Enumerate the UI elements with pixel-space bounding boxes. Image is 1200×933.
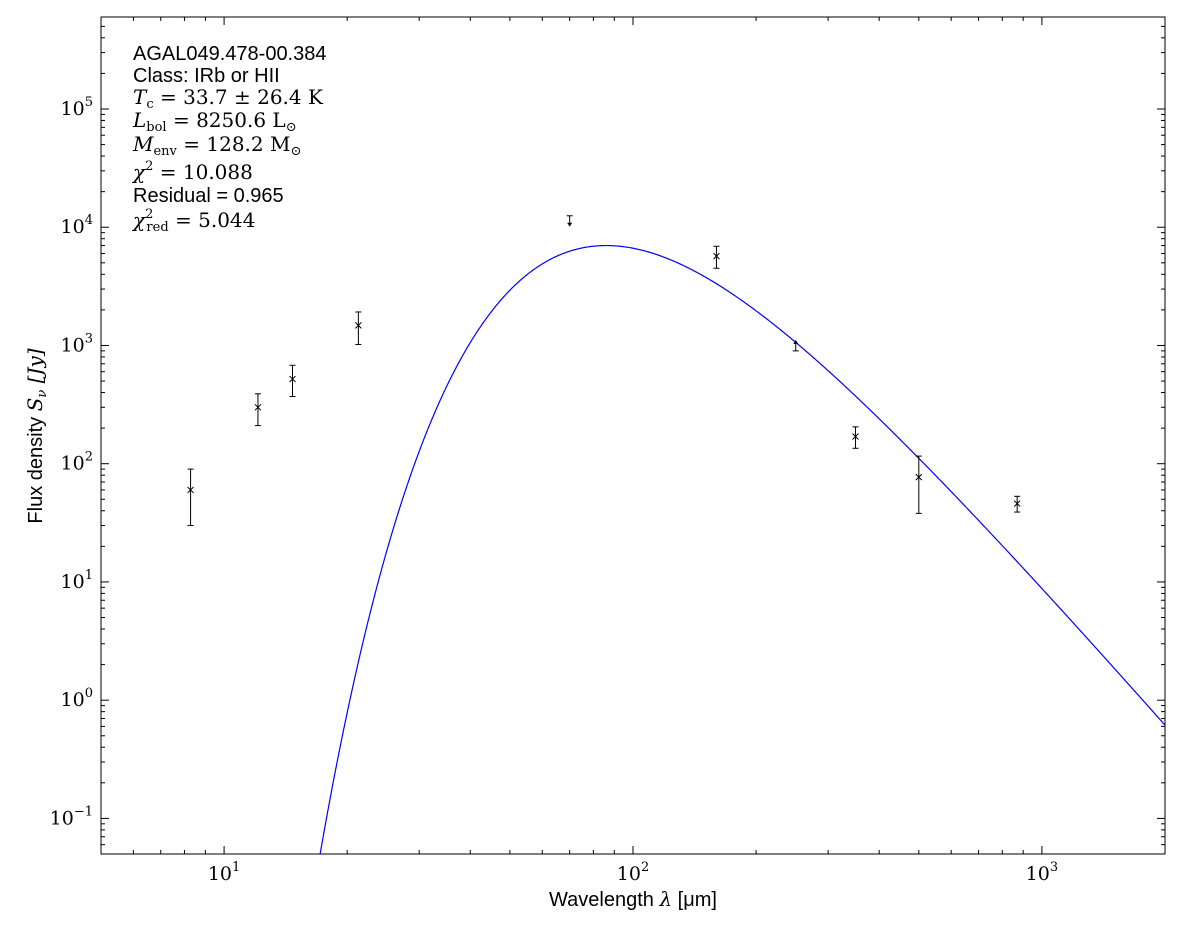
menv-unit-sub: ⊙ [290, 144, 301, 159]
chi2-value: = 10.088 [153, 160, 252, 184]
data-point [915, 455, 923, 514]
data-points [187, 215, 1021, 527]
chi2red-sub: red [146, 220, 168, 235]
annotation-block: AGAL049.478-00.384 Class: IRb or HII Tc … [131, 43, 327, 235]
data-point [355, 311, 362, 345]
y-tick-label: 103 [61, 331, 93, 356]
menv-line: Menv = 128.2 M⊙ [132, 132, 301, 159]
data-point [566, 215, 573, 227]
x-axis-label-symbol: λ [658, 887, 672, 911]
chi2red-sup: 2 [145, 207, 153, 222]
residual-line: Residual = 0.965 [133, 185, 284, 207]
major-ticks [101, 17, 1165, 854]
y-tick-label: 105 [61, 95, 93, 120]
chi2red-value: = 5.044 [169, 208, 256, 232]
upper-limit-arrow [567, 222, 573, 227]
data-point [792, 339, 799, 352]
lbol-unit-sub: ⊙ [286, 120, 297, 135]
cross-marker [852, 433, 859, 440]
cross-marker [187, 486, 194, 494]
x-tick-label: 102 [617, 860, 649, 885]
data-point [713, 245, 720, 269]
tc-value: = 33.7 ± 26.4 K [154, 85, 324, 109]
y-axis-label-symbol: S [23, 398, 47, 412]
tc-sub: c [146, 97, 153, 112]
lower-limit-arrow [793, 339, 799, 344]
model-sed-curve [319, 244, 1165, 854]
class-line: Class: IRb or HII [133, 65, 280, 87]
cross-marker [915, 473, 923, 481]
x-tick-labels: 101 102 103 [208, 860, 1058, 885]
cross-marker [713, 252, 720, 260]
chi2-symbol: χ [131, 160, 147, 184]
y-tick-label: 101 [61, 568, 93, 593]
lbol-line: Lbol = 8250.6 L⊙ [132, 108, 297, 135]
cross-marker [1013, 500, 1021, 507]
menv-symbol: M [132, 132, 154, 156]
data-point [852, 426, 859, 449]
menv-value: = 128.2 M [177, 132, 291, 156]
chi2red-symbol: χ [131, 208, 147, 232]
x-tick-label: 103 [1026, 860, 1058, 885]
y-axis-label-prefix: Flux density [25, 411, 47, 523]
y-tick-label: 104 [61, 213, 93, 238]
x-axis-label-unit: [μm] [672, 889, 717, 911]
y-axis-label: Flux density Sν [Jy] [23, 348, 50, 523]
chi2red-line: χ2 red = 5.044 [131, 207, 255, 235]
x-tick-label: 101 [208, 860, 240, 885]
cross-marker [254, 403, 262, 411]
minor-ticks [101, 17, 1165, 854]
data-point [289, 364, 296, 398]
data-point [187, 468, 194, 527]
chi2-line: χ2 = 10.088 [131, 159, 253, 184]
y-tick-label: 10−1 [50, 804, 93, 829]
x-axis-label-prefix: Wavelength [549, 889, 659, 911]
chi2-sup: 2 [145, 159, 153, 174]
cross-marker [289, 375, 296, 383]
tc-line: Tc = 33.7 ± 26.4 K [133, 85, 324, 112]
source-name: AGAL049.478-00.384 [133, 43, 327, 65]
cross-marker [355, 321, 362, 329]
y-tick-label: 100 [61, 686, 93, 711]
menv-sub: env [153, 144, 177, 159]
tc-symbol: T [133, 85, 148, 109]
y-axis-label-unit: [Jy] [23, 348, 47, 389]
x-axis-label: Wavelength λ [μm] [549, 887, 717, 911]
lbol-sub: bol [146, 120, 166, 135]
lbol-symbol: L [132, 108, 146, 132]
lbol-value: = 8250.6 L [167, 108, 286, 132]
y-tick-label: 102 [61, 450, 93, 475]
y-axis-label-sub: ν [35, 390, 50, 398]
data-point [1013, 495, 1021, 513]
y-tick-labels: 10−1 100 101 102 103 104 105 [50, 95, 93, 829]
data-point [254, 393, 262, 427]
